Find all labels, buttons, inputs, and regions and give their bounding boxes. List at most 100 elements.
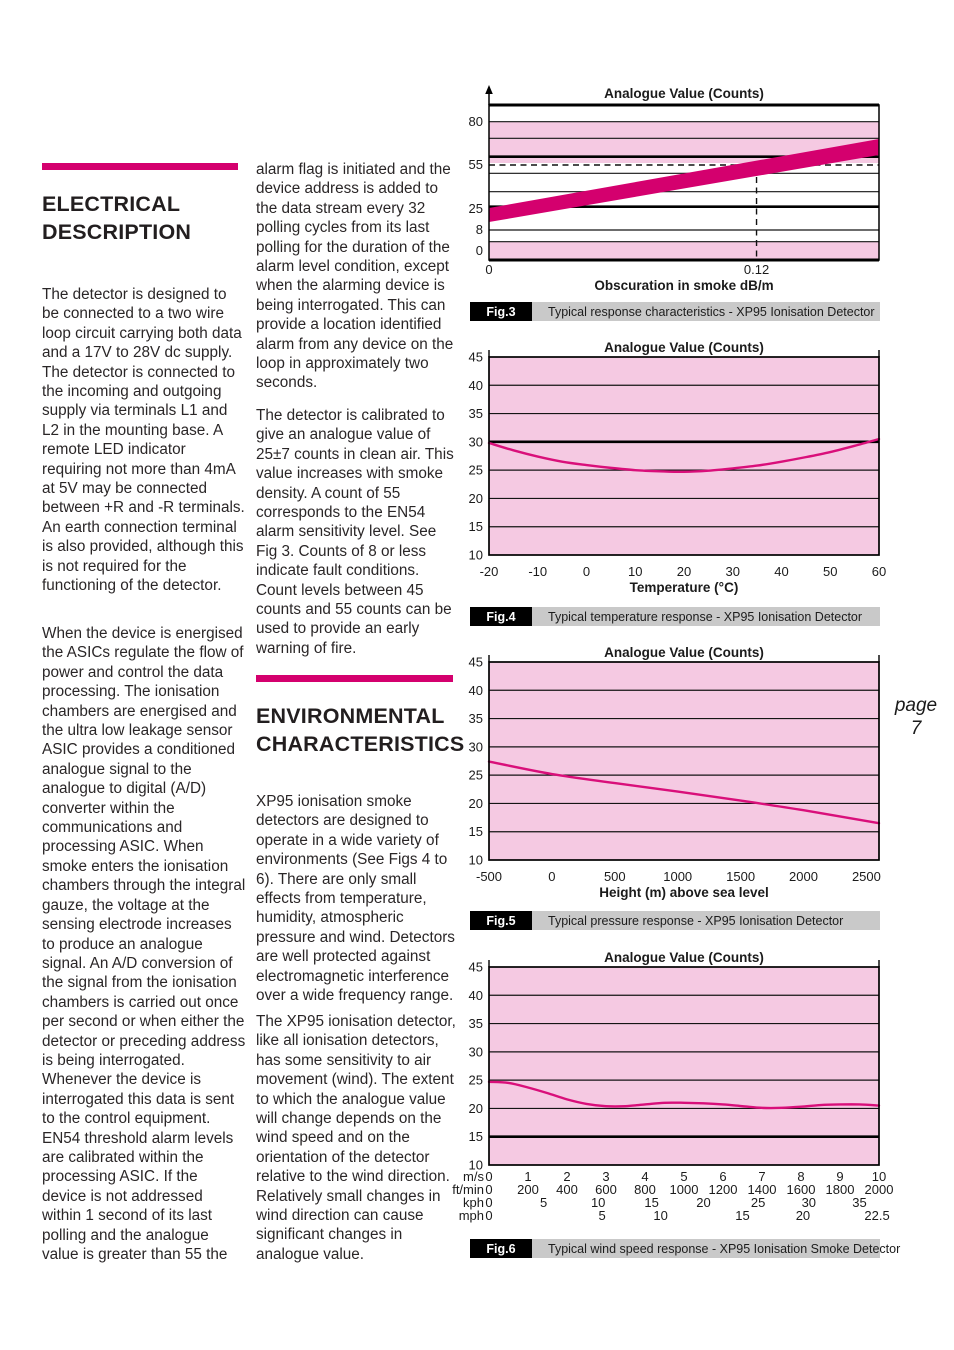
svg-text:4: 4 bbox=[641, 1169, 648, 1184]
page-word: page bbox=[894, 695, 938, 716]
fig3-caption: Fig.3 Typical response characteristics -… bbox=[470, 302, 880, 321]
svg-text:1400: 1400 bbox=[748, 1182, 777, 1197]
svg-text:20: 20 bbox=[677, 564, 691, 579]
svg-text:Obscuration in smoke dB/m: Obscuration in smoke dB/m bbox=[594, 278, 773, 293]
svg-text:60: 60 bbox=[872, 564, 886, 579]
svg-text:Temperature (°C): Temperature (°C) bbox=[630, 580, 739, 595]
svg-text:35: 35 bbox=[852, 1195, 866, 1210]
svg-text:Analogue Value (Counts): Analogue Value (Counts) bbox=[604, 86, 764, 101]
paragraph-alarm-flag: alarm flag is initiated and the device a… bbox=[256, 161, 454, 392]
svg-text:20: 20 bbox=[469, 796, 483, 811]
svg-text:8: 8 bbox=[797, 1169, 804, 1184]
fig5-caption: Fig.5 Typical pressure response - XP95 I… bbox=[470, 911, 880, 930]
svg-text:22.5: 22.5 bbox=[864, 1208, 889, 1223]
svg-text:m/s: m/s bbox=[463, 1169, 484, 1184]
paragraph-electrical-1: The detector is designed to be connected… bbox=[42, 286, 245, 595]
svg-text:0: 0 bbox=[548, 869, 555, 884]
svg-text:2000: 2000 bbox=[865, 1182, 894, 1197]
svg-text:2: 2 bbox=[563, 1169, 570, 1184]
svg-text:40: 40 bbox=[469, 683, 483, 698]
svg-text:25: 25 bbox=[469, 768, 483, 783]
svg-text:20: 20 bbox=[696, 1195, 710, 1210]
svg-text:40: 40 bbox=[774, 564, 788, 579]
fig4-caption: Fig.4 Typical temperature response - XP9… bbox=[470, 607, 880, 626]
svg-text:45: 45 bbox=[469, 960, 483, 975]
svg-text:20: 20 bbox=[469, 1101, 483, 1116]
svg-text:15: 15 bbox=[469, 519, 483, 534]
svg-text:1800: 1800 bbox=[826, 1182, 855, 1197]
svg-text:0.12: 0.12 bbox=[744, 262, 769, 277]
svg-text:ft/min: ft/min bbox=[452, 1182, 484, 1197]
svg-text:0: 0 bbox=[485, 1182, 492, 1197]
svg-text:0: 0 bbox=[485, 1169, 492, 1184]
svg-text:30: 30 bbox=[469, 1044, 483, 1059]
figure-tag: Fig.3 bbox=[470, 302, 532, 321]
svg-text:35: 35 bbox=[469, 711, 483, 726]
figure-tag: Fig.5 bbox=[470, 911, 532, 930]
svg-text:9: 9 bbox=[836, 1169, 843, 1184]
svg-text:25: 25 bbox=[469, 1073, 483, 1088]
figure-caption-text: Typical wind speed response - XP95 Ionis… bbox=[548, 1241, 901, 1256]
svg-text:20: 20 bbox=[469, 491, 483, 506]
paragraph-calibration: The detector is calibrated to give an an… bbox=[256, 407, 454, 657]
svg-text:2500: 2500 bbox=[852, 869, 881, 884]
svg-text:0: 0 bbox=[485, 262, 492, 277]
svg-text:5: 5 bbox=[680, 1169, 687, 1184]
svg-text:1: 1 bbox=[524, 1169, 531, 1184]
svg-text:80: 80 bbox=[469, 114, 483, 129]
svg-text:40: 40 bbox=[469, 988, 483, 1003]
svg-text:25: 25 bbox=[751, 1195, 765, 1210]
svg-text:7: 7 bbox=[758, 1169, 765, 1184]
svg-text:50: 50 bbox=[823, 564, 837, 579]
svg-text:35: 35 bbox=[469, 1016, 483, 1031]
svg-text:600: 600 bbox=[595, 1182, 617, 1197]
svg-text:25: 25 bbox=[469, 463, 483, 478]
svg-text:10: 10 bbox=[653, 1208, 667, 1223]
svg-text:25: 25 bbox=[469, 201, 483, 216]
svg-text:30: 30 bbox=[469, 434, 483, 449]
svg-text:200: 200 bbox=[517, 1182, 539, 1197]
svg-text:400: 400 bbox=[556, 1182, 578, 1197]
fig4-temperature-chart: 45 40 35 30 25 20 15 10 Analogue Value (Counts) -… bbox=[469, 340, 887, 595]
svg-text:mph: mph bbox=[459, 1208, 484, 1223]
svg-text:5: 5 bbox=[598, 1208, 605, 1223]
fig5-pressure-chart: 45 40 35 30 25 20 15 10 Analogue Value (Counts) -… bbox=[469, 645, 881, 900]
svg-text:6: 6 bbox=[719, 1169, 726, 1184]
svg-text:15: 15 bbox=[469, 824, 483, 839]
section-rule-environmental bbox=[256, 675, 453, 682]
svg-text:1600: 1600 bbox=[787, 1182, 816, 1197]
svg-text:30: 30 bbox=[469, 739, 483, 754]
svg-text:15: 15 bbox=[469, 1129, 483, 1144]
svg-text:10: 10 bbox=[469, 1158, 483, 1173]
svg-text:10: 10 bbox=[469, 548, 483, 563]
page-digit: 7 bbox=[910, 718, 922, 739]
svg-text:55: 55 bbox=[469, 157, 483, 172]
svg-text:800: 800 bbox=[634, 1182, 656, 1197]
svg-text:30: 30 bbox=[726, 564, 740, 579]
svg-text:10: 10 bbox=[872, 1169, 886, 1184]
svg-text:45: 45 bbox=[469, 655, 483, 670]
heading-electrical-description: ELECTRICAL DESCRIPTION bbox=[42, 192, 192, 244]
svg-text:2000: 2000 bbox=[789, 869, 818, 884]
svg-text:40: 40 bbox=[469, 378, 483, 393]
svg-text:0: 0 bbox=[476, 243, 483, 258]
svg-text:0: 0 bbox=[485, 1208, 492, 1223]
svg-text:0: 0 bbox=[583, 564, 590, 579]
svg-text:3: 3 bbox=[602, 1169, 609, 1184]
heading-environmental-characteristics: ENVIRONMENTAL CHARACTERISTICS bbox=[256, 704, 465, 756]
svg-text:10: 10 bbox=[591, 1195, 605, 1210]
figure-caption-text: Typical temperature response - XP95 Ioni… bbox=[548, 609, 863, 624]
section-rule-electrical bbox=[42, 163, 238, 170]
svg-text:1000: 1000 bbox=[670, 1182, 699, 1197]
svg-text:500: 500 bbox=[604, 869, 626, 884]
svg-text:15: 15 bbox=[735, 1208, 749, 1223]
figure-caption-text: Typical pressure response - XP95 Ionisat… bbox=[548, 913, 844, 928]
svg-text:5: 5 bbox=[540, 1195, 547, 1210]
svg-text:10: 10 bbox=[469, 853, 483, 868]
figure-tag: Fig.6 bbox=[470, 1239, 532, 1258]
svg-text:Height (m) above sea level: Height (m) above sea level bbox=[599, 885, 769, 900]
svg-text:8: 8 bbox=[476, 222, 483, 237]
